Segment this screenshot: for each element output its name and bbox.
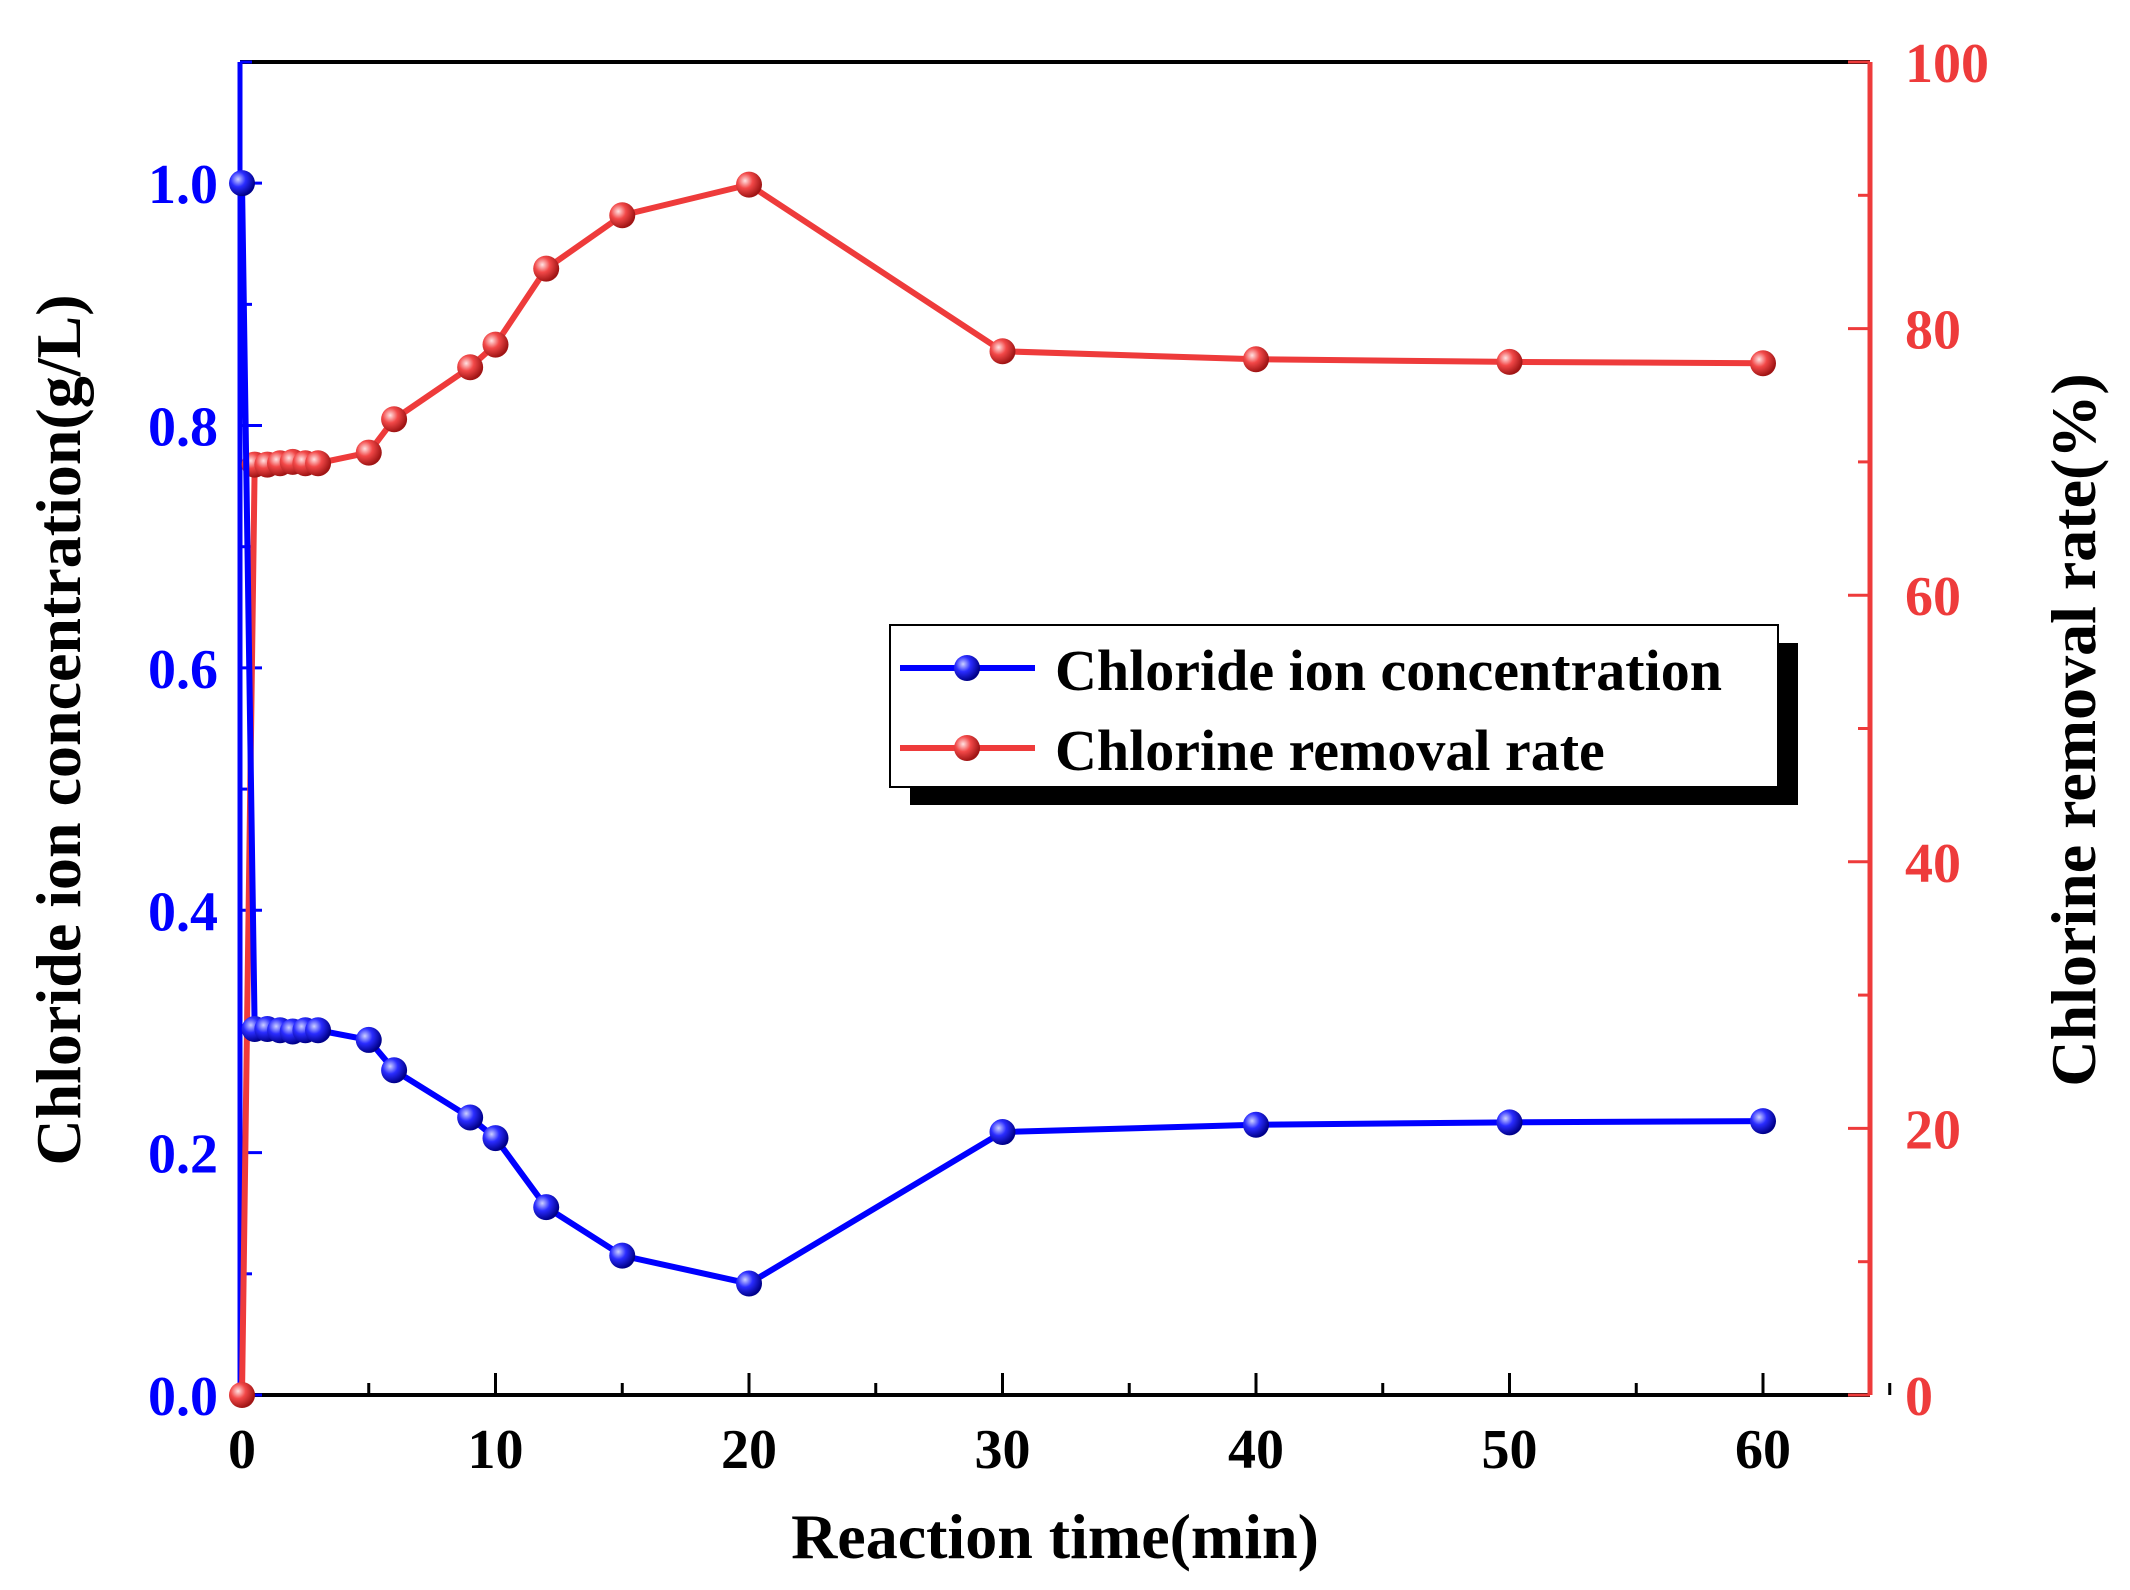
chlorine-removal-rate-point — [1750, 350, 1776, 377]
x-tick-label: 30 — [975, 1419, 1031, 1481]
chlorine-removal-rate-point — [1243, 346, 1269, 373]
chlorine-removal-rate-point — [457, 354, 484, 381]
chloride-ion-concentration-point — [1243, 1111, 1269, 1138]
x-axis-label: Reaction time(min) — [791, 1501, 1319, 1572]
chloride-ion-concentration-point — [482, 1125, 509, 1152]
left-y-tick-labels: 0.0 0.2 0.4 0.6 0.8 1.0 — [148, 154, 218, 1428]
chlorine-removal-rate-point — [736, 171, 762, 198]
chloride-ion-concentration-point — [229, 170, 255, 197]
right-y-tick-label: 40 — [1905, 833, 1961, 895]
chloride-ion-concentration-point — [457, 1104, 484, 1131]
right-y-tick-labels: 0 20 40 60 80 100 — [1905, 33, 1989, 1428]
chloride-ion-concentration-point — [1496, 1109, 1523, 1136]
chloride-ion-concentration-point — [381, 1057, 408, 1084]
chlorine-removal-rate-point — [305, 450, 332, 477]
x-tick-label: 50 — [1482, 1419, 1538, 1481]
left-y-tick-label: 1.0 — [148, 154, 218, 216]
x-tick-label: 20 — [721, 1419, 777, 1481]
chloride-ion-concentration-point — [609, 1242, 636, 1269]
left-y-tick-label: 0.8 — [148, 397, 218, 459]
chlorine-removal-rate-point — [482, 331, 509, 358]
x-tick-label: 0 — [228, 1419, 256, 1481]
series-chloride-ion-concentration — [229, 170, 1776, 1297]
chlorine-removal-rate-point — [533, 255, 560, 282]
legend-swatch-marker — [954, 735, 980, 761]
chlorine-removal-rate-point — [381, 406, 408, 433]
chlorine-removal-rate-point — [355, 439, 382, 466]
chloride-ion-concentration-point — [355, 1026, 382, 1053]
chloride-ion-concentration-point — [533, 1194, 560, 1221]
legend-label: Chloride ion concentration — [1055, 638, 1722, 703]
right-y-tick-label: 100 — [1905, 33, 1989, 95]
right-y-tick-label: 0 — [1905, 1366, 1933, 1428]
left-y-tick-label: 0.2 — [148, 1124, 218, 1186]
right-y-tick-label: 80 — [1905, 300, 1961, 362]
x-tick-label: 10 — [468, 1419, 524, 1481]
chloride-ion-concentration-point — [989, 1119, 1016, 1146]
chlorine-removal-rate-point — [609, 202, 636, 229]
chloride-ion-concentration-point — [1750, 1108, 1776, 1135]
x-tick-label: 60 — [1735, 1419, 1791, 1481]
legend: Chloride ion concentration Chlorine remo… — [889, 624, 1798, 805]
left-y-tick-label: 0.0 — [148, 1366, 218, 1428]
legend-swatch-marker — [954, 655, 980, 681]
left-y-tick-label: 0.4 — [148, 881, 218, 943]
chloride-ion-concentration-point — [736, 1270, 762, 1297]
chlorine-removal-rate-point — [989, 338, 1016, 365]
x-tick-label: 40 — [1228, 1419, 1284, 1481]
chloride-ion-concentration-point — [305, 1017, 332, 1044]
chlorine-removal-rate-point — [1496, 348, 1523, 375]
right-y-tick-label: 60 — [1905, 566, 1961, 628]
left-y-tick-label: 0.6 — [148, 639, 218, 701]
legend-label: Chlorine removal rate — [1055, 718, 1605, 783]
right-y-axis-label: Chlorine removal rate(%) — [2038, 373, 2109, 1086]
chlorine-removal-rate-point — [229, 1382, 255, 1408]
x-tick-labels: 0 10 20 30 40 50 60 — [228, 1419, 1791, 1481]
legend-box — [889, 624, 1779, 788]
right-y-tick-label: 20 — [1905, 1099, 1961, 1161]
left-y-axis-label: Chloride ion concentration(g/L) — [23, 294, 94, 1165]
